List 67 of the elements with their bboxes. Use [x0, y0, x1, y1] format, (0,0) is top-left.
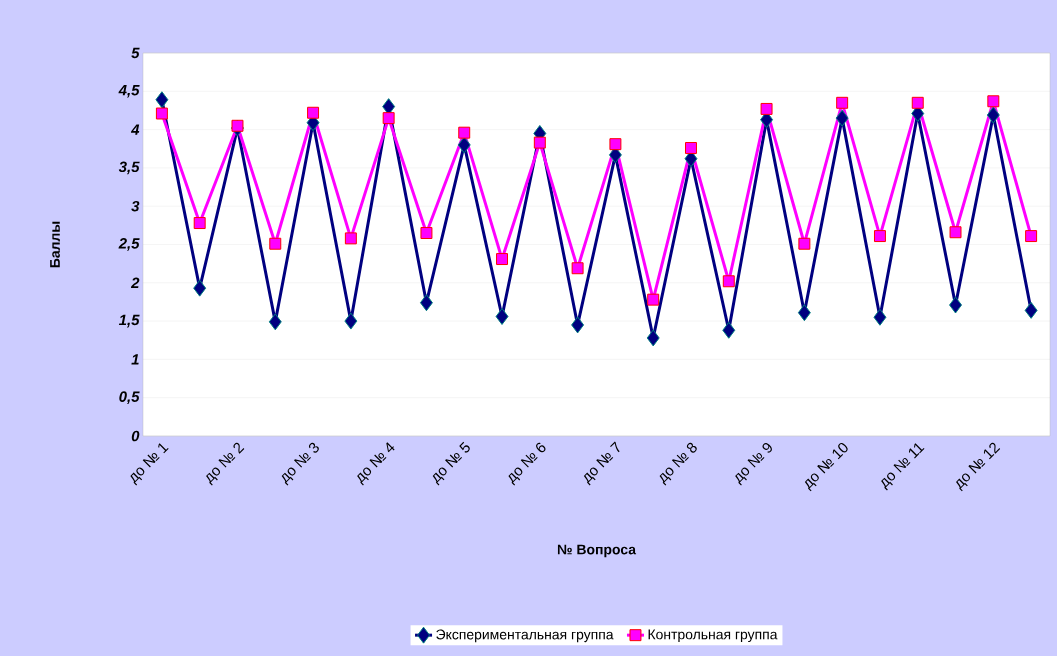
x-tick-label: до № 8 [659, 442, 697, 486]
point [571, 316, 585, 334]
point [533, 136, 546, 149]
point [344, 232, 357, 245]
x-tick-label: до № 12 [956, 442, 1001, 492]
point [457, 136, 471, 154]
point [647, 293, 660, 306]
point [419, 294, 433, 312]
x-tick-label: до № 11 [881, 443, 925, 491]
point [155, 107, 168, 120]
y-tick-label: 1 [131, 354, 139, 365]
y-tick-label: 4 [130, 124, 140, 135]
point [193, 279, 207, 297]
point [1024, 301, 1038, 319]
point [798, 237, 811, 250]
y-tick-label: 2 [130, 277, 140, 289]
point [155, 91, 169, 109]
point [646, 329, 660, 347]
point [344, 312, 358, 330]
x-tick-label: до № 10 [804, 442, 848, 492]
y-tick-label: 5 [131, 47, 140, 59]
point [836, 96, 849, 109]
x-tick-label: до № 9 [735, 442, 772, 486]
point [269, 237, 282, 250]
x-tick-label: до № 3 [281, 442, 319, 486]
x-axis-title: № Вопроса [557, 544, 637, 558]
point [949, 296, 963, 314]
legend-label: Контрольная группа [648, 629, 778, 643]
point [797, 304, 811, 322]
x-tick-label: до № 6 [508, 442, 546, 486]
point [986, 106, 1000, 124]
point [571, 262, 584, 275]
x-tick-label: до № 1 [130, 443, 169, 486]
point [231, 119, 244, 132]
x-tick-label: до № 7 [583, 441, 620, 486]
y-tick-label: 3,5 [118, 161, 140, 175]
point [722, 321, 736, 339]
x-tick-label: до № 2 [206, 442, 245, 486]
y-tick-label: 4,5 [118, 85, 140, 98]
legend-label: Экспериментальная группа [436, 629, 614, 643]
x-tick-label: до № 4 [357, 442, 395, 486]
point [722, 275, 735, 288]
point [1025, 230, 1038, 243]
point [873, 230, 886, 243]
point [382, 112, 395, 125]
point [495, 308, 509, 325]
point [307, 106, 320, 119]
point [873, 308, 887, 326]
y-tick-label: 0,5 [119, 391, 140, 405]
point [420, 227, 433, 239]
y-tick-label: 2,5 [118, 238, 140, 251]
x-tick-label: до № 5 [432, 441, 470, 486]
point [911, 96, 924, 109]
point [496, 253, 508, 266]
point [835, 109, 849, 127]
point [685, 142, 697, 154]
point [949, 226, 962, 239]
point [193, 217, 206, 230]
y-tick-label: 0 [131, 430, 140, 442]
point [987, 95, 1000, 108]
y-tick-label: 3 [131, 200, 140, 212]
point [760, 102, 773, 115]
point [458, 126, 471, 139]
point [268, 313, 282, 331]
y-tick-label: 1,5 [118, 314, 140, 328]
point [609, 138, 622, 151]
y-axis-title: Баллы [50, 221, 60, 268]
